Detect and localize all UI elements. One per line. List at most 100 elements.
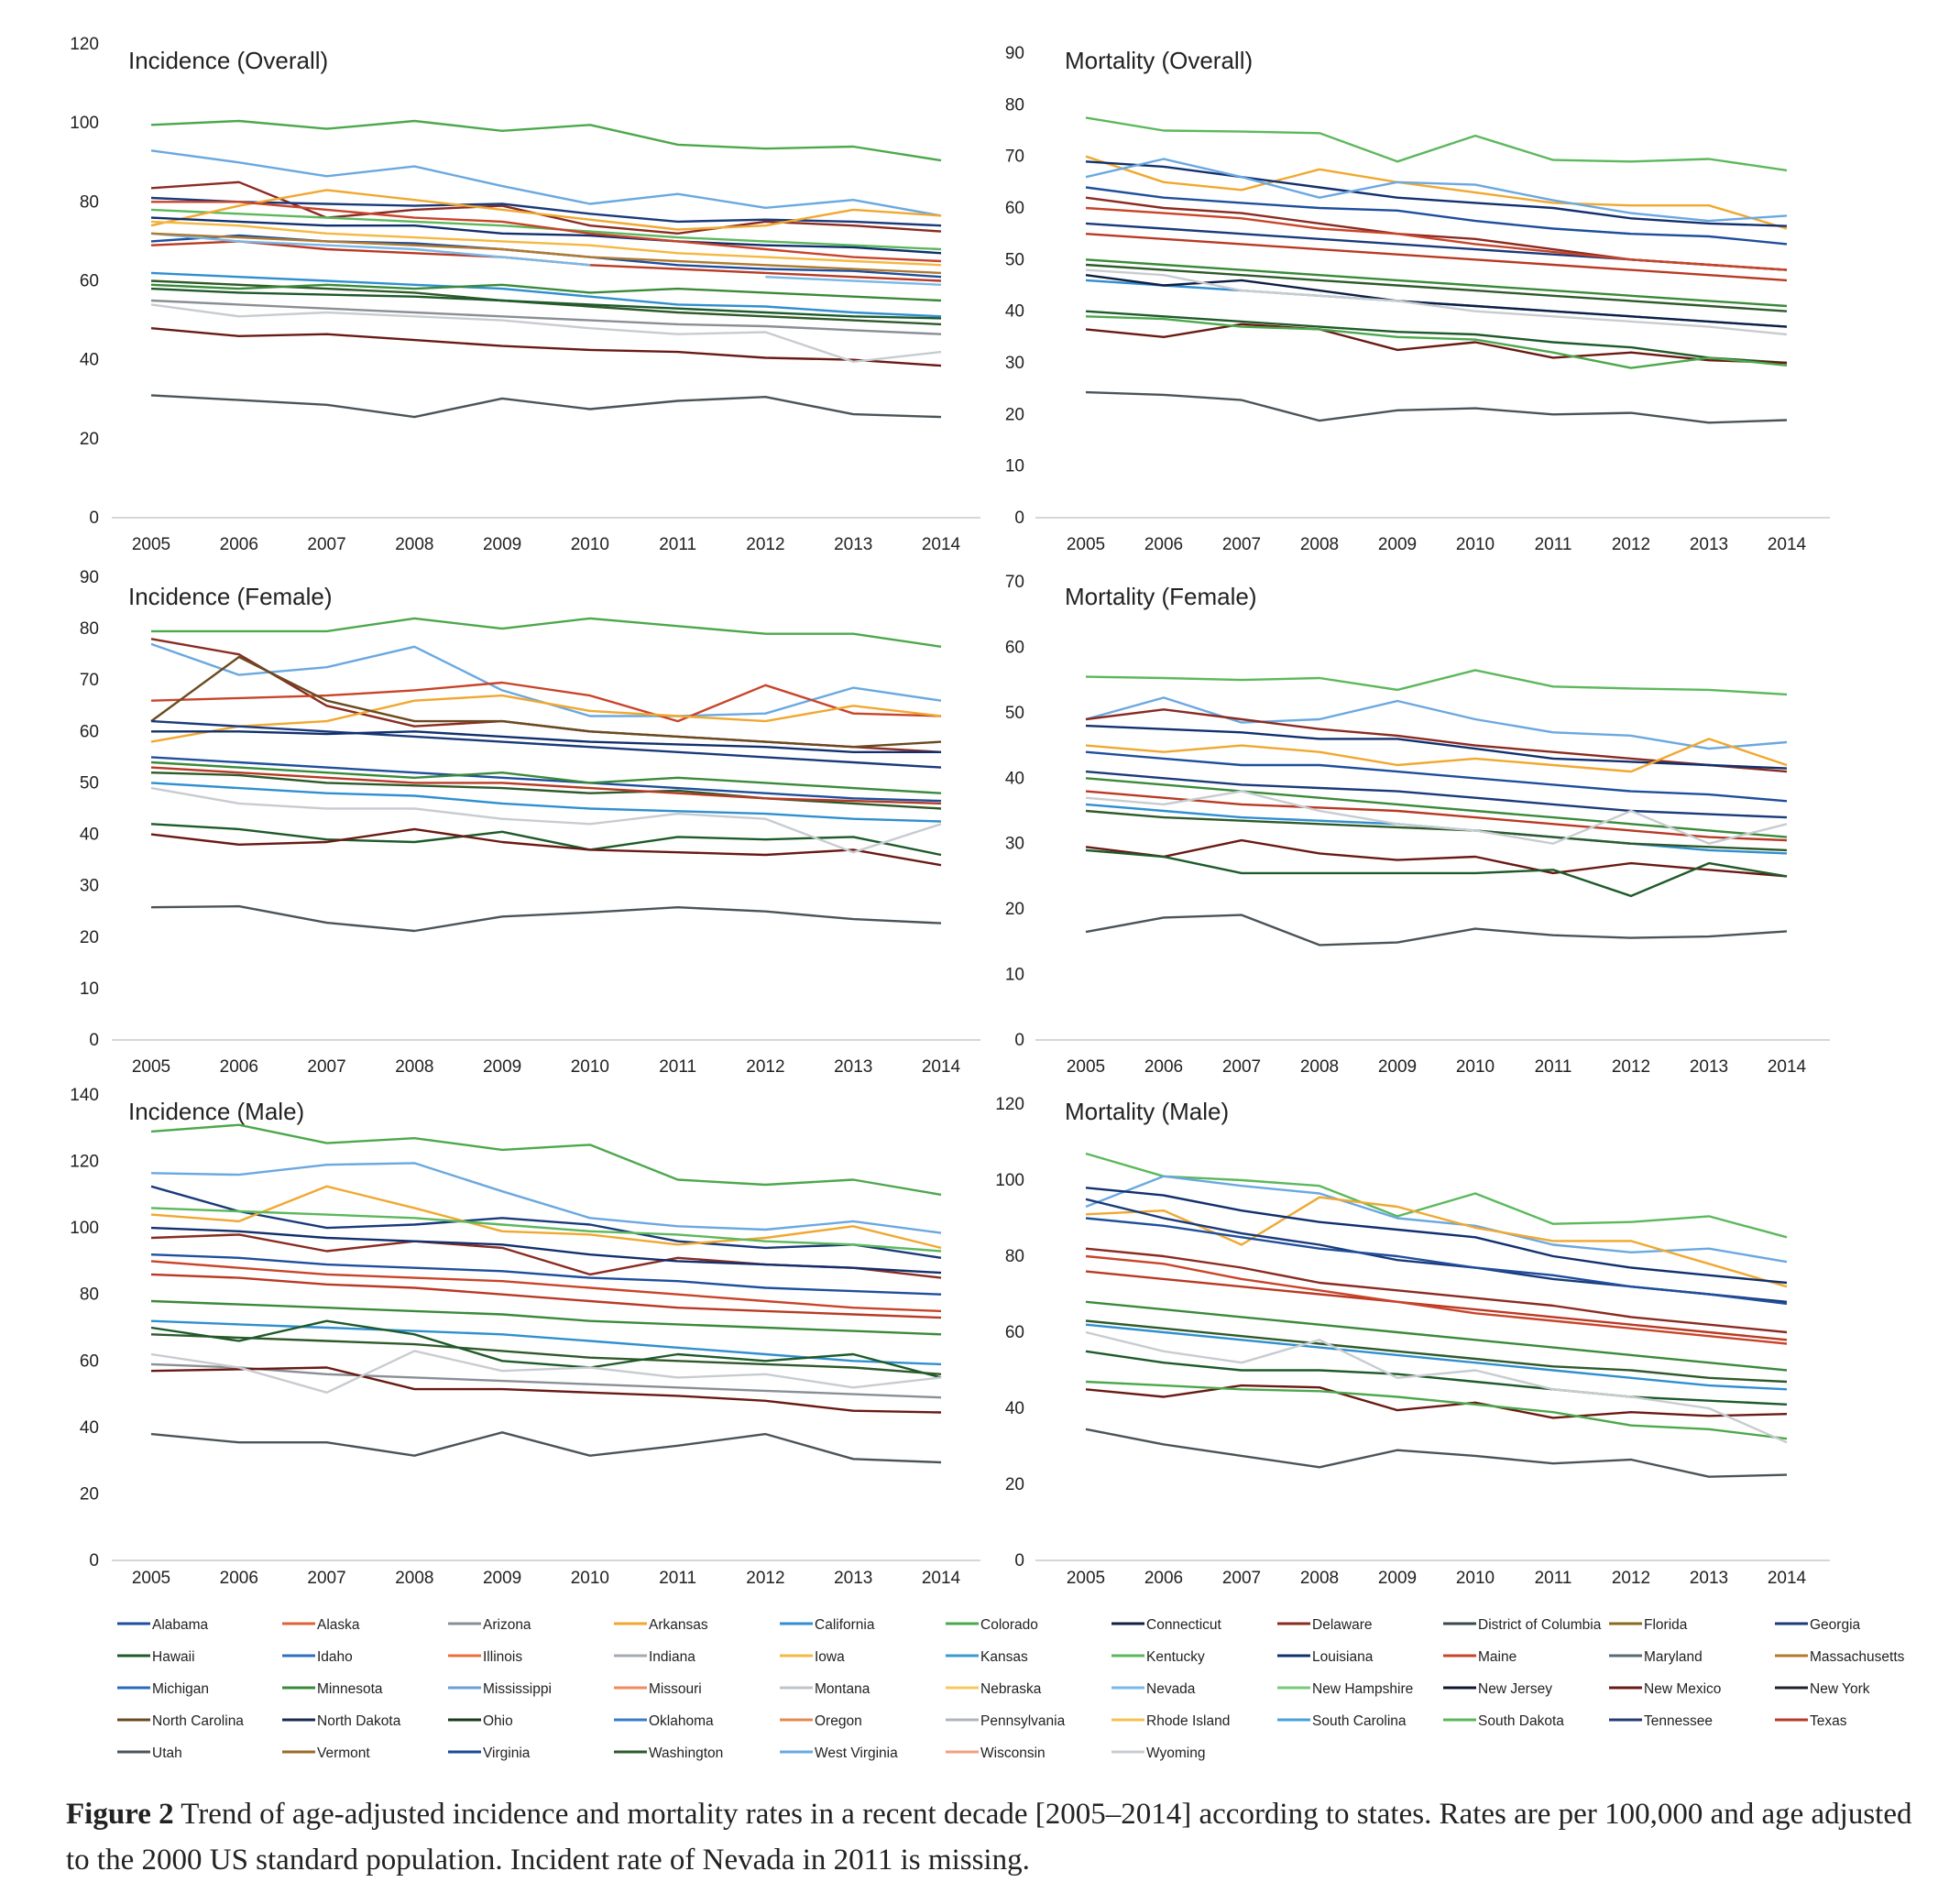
x-tick-label: 2014 — [1768, 1569, 1807, 1588]
series-line-colorado — [151, 617, 942, 648]
x-tick-label: 2007 — [1222, 1569, 1261, 1588]
caption-text: Trend of age-adjusted incidence and mort… — [66, 1798, 1912, 1877]
series-line-wyoming — [1085, 1330, 1788, 1444]
series-line-louisiana — [150, 1226, 942, 1275]
legend-label: Ohio — [483, 1713, 513, 1729]
x-tick-label: 2009 — [1378, 1057, 1417, 1077]
panel-incidence-female: Incidence (Female) 0 10 20 30 40 50 60 70 80 90 200… — [80, 568, 980, 1077]
x-tick-label: 2013 — [834, 1569, 872, 1588]
legend-item-delaware: Delaware — [1277, 1617, 1372, 1633]
legend-item-iowa: Iowa — [780, 1649, 845, 1665]
y-tick-label: 20 — [1005, 900, 1024, 919]
series-line-georgia — [150, 196, 942, 227]
legend-item-hawaii: Hawaii — [117, 1649, 195, 1665]
x-tick-label: 2008 — [395, 535, 433, 554]
series-line-hawaii — [1085, 848, 1788, 898]
y-tick-label: 80 — [80, 619, 99, 639]
x-tick-label: 2013 — [1690, 1057, 1728, 1077]
legend-item-maine: Maine — [1443, 1649, 1517, 1665]
x-tick-label: 2010 — [1456, 1057, 1495, 1077]
series-line-new-mexico — [150, 327, 942, 367]
x-tick-label: 2009 — [483, 1057, 521, 1077]
legend-item-indiana: Indiana — [614, 1649, 695, 1665]
series-line-arkansas — [1085, 1196, 1788, 1288]
series-line-arkansas — [1085, 738, 1788, 773]
x-tick-label: 2006 — [220, 1057, 258, 1077]
legend-label: New York — [1810, 1681, 1870, 1697]
series-line-wyoming — [150, 1350, 942, 1394]
figure-caption: Figure 2 Trend of age-adjusted incidence… — [66, 1791, 1926, 1883]
y-tick-label: 30 — [1005, 354, 1024, 373]
x-tick-label: 2007 — [1222, 535, 1261, 554]
legend-label: Alaska — [317, 1617, 360, 1633]
series-line-minnesota — [1085, 1300, 1788, 1372]
series-line-new-mexico — [150, 827, 942, 867]
legend-item-georgia: Georgia — [1775, 1617, 1861, 1633]
legend-item-oregon: Oregon — [780, 1713, 862, 1729]
x-tick-label: 2014 — [922, 1057, 961, 1077]
x-tick-label: 2006 — [220, 535, 258, 554]
legend-label: Pennsylvania — [980, 1713, 1066, 1729]
y-tick-label: 0 — [89, 509, 99, 528]
x-tick-label: 2014 — [922, 535, 961, 554]
legend-item-minnesota: Minnesota — [282, 1681, 383, 1697]
legend-item-pennsylvania: Pennsylvania — [946, 1713, 1066, 1729]
series-line-maine — [1085, 1254, 1788, 1345]
panel-title: Incidence (Male) — [128, 1098, 304, 1125]
legend-label: Massachusetts — [1810, 1649, 1905, 1665]
x-tick-label: 2010 — [1456, 535, 1495, 554]
panel-incidence-overall: Incidence (Overall) 0 20 40 60 80 100 120 2005 20… — [70, 35, 980, 554]
series-line-iowa — [150, 220, 942, 267]
series-line-wyoming — [1085, 268, 1788, 336]
series-line-delaware — [150, 638, 942, 753]
series-line-arizona — [150, 1362, 942, 1399]
legend-label: Oklahoma — [649, 1713, 714, 1729]
legend-label: Iowa — [815, 1649, 845, 1665]
series-line-kentucky — [150, 1207, 942, 1253]
series-line-california — [1085, 1323, 1788, 1391]
legend-label: Rhode Island — [1146, 1713, 1230, 1729]
legend-label: District of Columbia — [1478, 1617, 1602, 1633]
series-line-washington — [1085, 1319, 1788, 1384]
legend: Alabama Alaska Arizona Arkansas California Co… — [117, 1617, 1905, 1761]
y-tick-label: 0 — [1014, 1031, 1024, 1050]
series-line-west-virginia — [1085, 158, 1788, 223]
legend-label: New Jersey — [1478, 1681, 1552, 1697]
series-line-delaware — [150, 1233, 942, 1279]
x-tick-label: 2006 — [1144, 1569, 1183, 1588]
y-tick-label: 50 — [80, 773, 99, 793]
x-tick-label: 2014 — [922, 1569, 961, 1588]
series-line-minnesota — [150, 1299, 942, 1336]
x-tick-label: 2011 — [1535, 535, 1572, 554]
legend-item-rhode-island: Rhode Island — [1111, 1713, 1230, 1729]
x-tick-label: 2012 — [746, 535, 784, 554]
y-tick-label: 30 — [1005, 835, 1024, 854]
legend-label: Mississippi — [483, 1681, 552, 1697]
series-line-utah — [150, 394, 942, 419]
legend-label: South Carolina — [1312, 1713, 1407, 1729]
x-tick-label: 2005 — [1067, 535, 1105, 554]
legend-item-kansas: Kansas — [946, 1649, 1028, 1665]
series-line-nevada — [150, 232, 942, 286]
legend-item-north-dakota: North Dakota — [282, 1713, 401, 1729]
legend-label: Minnesota — [317, 1681, 383, 1697]
x-tick-label: 2013 — [1690, 535, 1728, 554]
series-line-colorado — [1085, 1380, 1788, 1440]
x-tick-label: 2008 — [395, 1057, 433, 1077]
series-line-california — [150, 1319, 942, 1366]
legend-item-colorado: Colorado — [946, 1617, 1038, 1633]
legend-label: Alabama — [152, 1617, 209, 1633]
panel-mortality-overall: Mortality (Overall) 0 10 20 30 40 50 60 70 80 90 20… — [1005, 44, 1830, 554]
series-line-massachusetts — [150, 232, 942, 275]
y-tick-label: 60 — [1005, 638, 1024, 657]
legend-item-louisiana: Louisiana — [1277, 1649, 1374, 1665]
legend-label: Hawaii — [152, 1649, 195, 1665]
legend-item-tennessee: Tennessee — [1609, 1713, 1713, 1729]
series-line-kentucky — [1085, 1152, 1788, 1239]
x-tick-label: 2006 — [220, 1569, 258, 1588]
y-tick-label: 80 — [1005, 95, 1024, 115]
y-tick-label: 50 — [1005, 250, 1024, 269]
series-line-wyoming — [1085, 790, 1788, 845]
x-tick-label: 2006 — [1144, 535, 1183, 554]
legend-item-utah: Utah — [117, 1745, 182, 1761]
